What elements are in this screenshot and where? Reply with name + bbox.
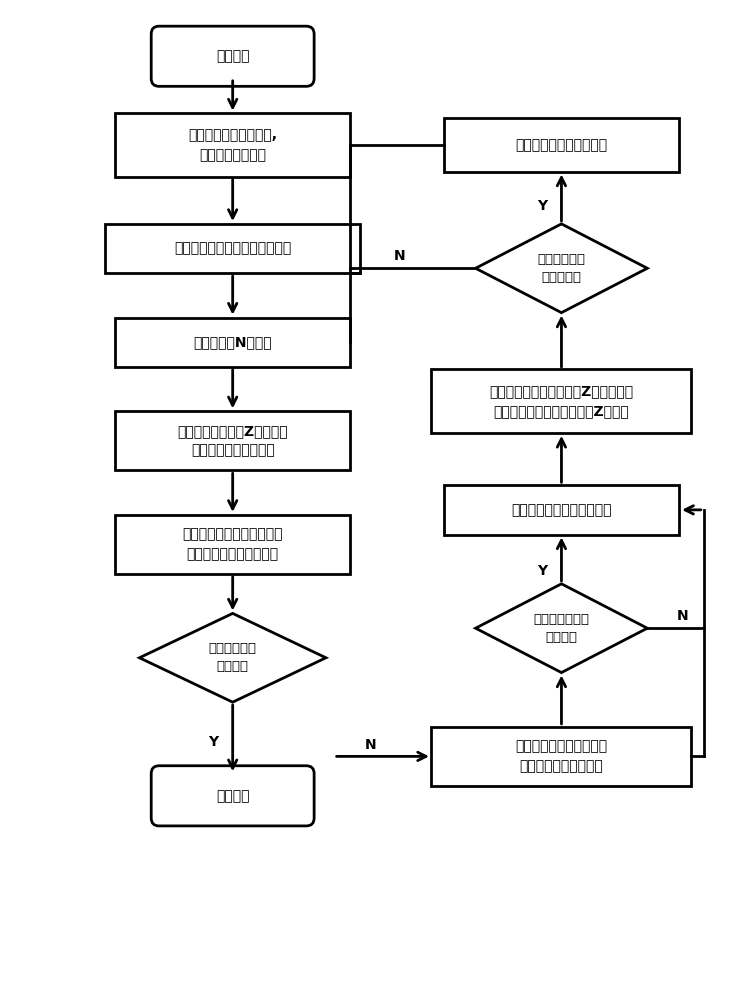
Text: Y: Y [208,735,218,749]
Text: 是否达到最大
迭代次数: 是否达到最大 迭代次数 [209,642,257,673]
FancyBboxPatch shape [444,118,679,172]
Text: N: N [676,609,688,623]
Text: 所有子群和精英群分别独立
进行粒子群算法进行更新: 所有子群和精英群分别独立 进行粒子群算法进行更新 [183,528,283,561]
FancyBboxPatch shape [432,369,691,433]
Text: 每个子群从精英群中选择Z个粒子替换
掉自己子群中评价值最小的Z个粒子: 每个子群从精英群中选择Z个粒子替换 掉自己子群中评价值最小的Z个粒子 [489,385,634,418]
Text: Y: Y [537,564,547,578]
FancyBboxPatch shape [115,318,351,367]
Polygon shape [476,584,647,673]
Text: 将所有普通子群进行合并: 将所有普通子群进行合并 [515,138,607,152]
FancyBboxPatch shape [444,485,679,535]
Text: 建立机械臂运动学模型,
确定优化目标函数: 建立机械臂运动学模型, 确定优化目标函数 [188,128,278,162]
Text: 算法开始: 算法开始 [216,49,249,63]
Text: Y: Y [537,199,547,213]
Polygon shape [476,224,647,313]
FancyBboxPatch shape [115,411,351,470]
Text: N: N [364,738,376,752]
Text: 精英群是否进入
停滞状态: 精英群是否进入 停滞状态 [533,613,589,644]
FancyBboxPatch shape [105,224,361,273]
FancyBboxPatch shape [151,766,314,826]
Polygon shape [139,613,326,702]
Text: 将种群分成N个子群: 将种群分成N个子群 [194,335,272,349]
FancyBboxPatch shape [151,26,314,86]
FancyBboxPatch shape [432,727,691,786]
Text: 设置算法相关参数，种群初始化: 设置算法相关参数，种群初始化 [174,242,291,256]
FancyBboxPatch shape [115,113,351,177]
Text: 算法结束: 算法结束 [216,789,249,803]
Text: 对精英群中的粒子进行扰动: 对精英群中的粒子进行扰动 [511,503,612,517]
Text: 对所有子群和精英群分别
进行差分变异进化操作: 对所有子群和精英群分别 进行差分变异进化操作 [515,740,607,773]
FancyBboxPatch shape [115,515,351,574]
Text: 选取每个子群的前Z个评价值
最小的个体构成精英群: 选取每个子群的前Z个评价值 最小的个体构成精英群 [177,424,288,458]
Text: 是否达到子群
合并的条件: 是否达到子群 合并的条件 [538,253,586,284]
Text: N: N [393,249,405,263]
